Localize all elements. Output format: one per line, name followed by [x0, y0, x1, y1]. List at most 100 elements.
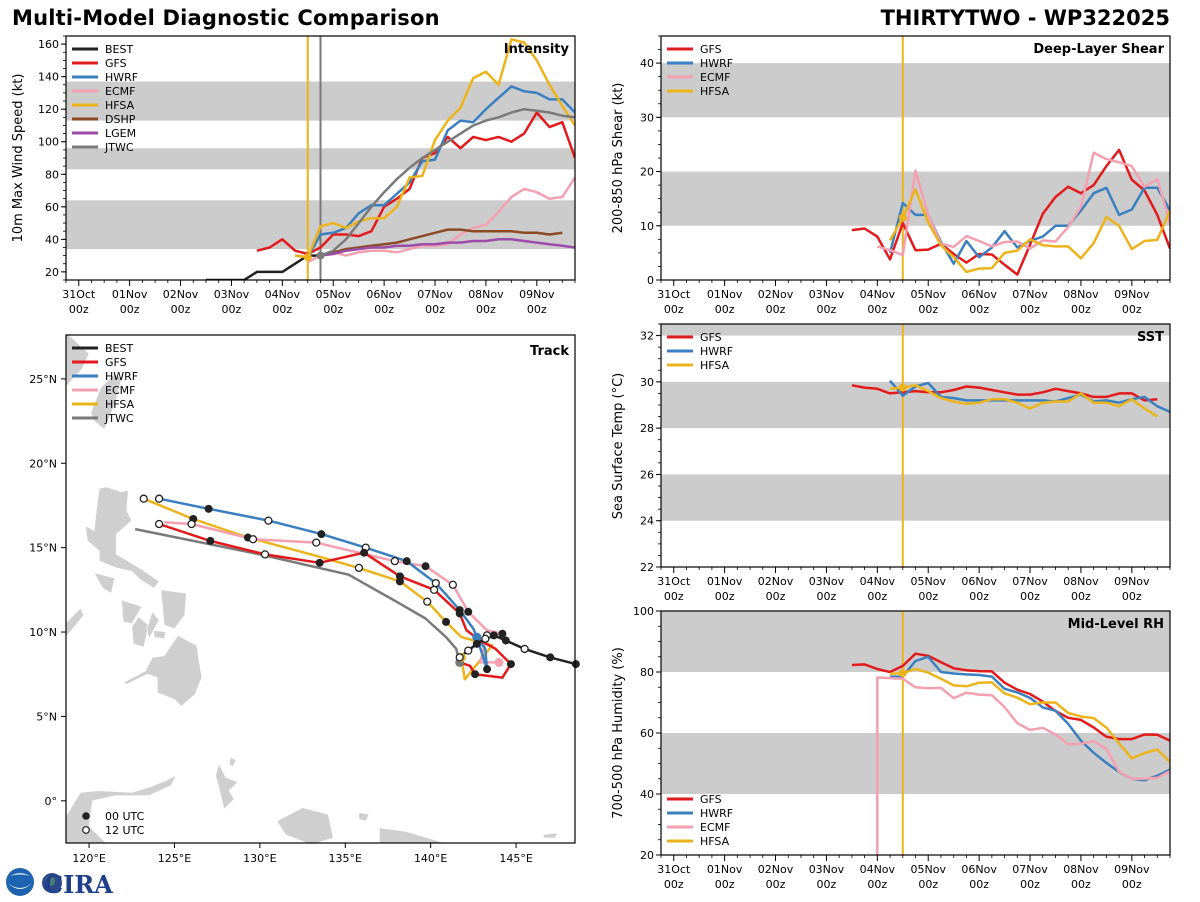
lon-tick-label: 120°E	[72, 852, 105, 865]
y-tick-label: 20	[640, 166, 654, 179]
x-tick-sublabel: 00z	[374, 303, 394, 316]
x-tick-sublabel: 00z	[918, 878, 938, 891]
x-tick-sublabel: 00z	[969, 303, 989, 316]
x-tick-sublabel: 00z	[766, 878, 786, 891]
legend-label: GFS	[700, 331, 722, 344]
x-tick-label: 31Oct	[657, 288, 691, 301]
x-tick-label: 07Nov	[1012, 863, 1048, 876]
shaded-band	[661, 324, 1170, 336]
series-line-ecmf	[876, 676, 1170, 855]
x-tick-label: 31Oct	[62, 288, 96, 301]
land-birdshead	[276, 807, 334, 843]
x-tick-label: 09Nov	[1114, 575, 1150, 588]
legend-label: HWRF	[700, 345, 733, 358]
y-tick-label: 60	[45, 201, 59, 214]
x-tick-sublabel: 00z	[69, 303, 89, 316]
track-12utc-marker	[481, 634, 490, 643]
x-tick-label: 01Nov	[707, 863, 743, 876]
shaded-band	[661, 474, 1170, 521]
legend-label: LGEM	[105, 127, 136, 140]
x-tick-label: 03Nov	[809, 575, 845, 588]
track-12utc-marker	[431, 578, 440, 588]
track-00utc-marker	[472, 639, 481, 648]
y-tick-label: 40	[640, 57, 654, 70]
track-00utc-marker	[501, 636, 510, 645]
track-line-gfs	[158, 522, 513, 679]
y-axis-label: 10m Max Wind Speed (kt)	[11, 74, 26, 243]
series-line-hwrf	[294, 85, 575, 259]
land-cebu	[146, 611, 160, 640]
track-00utc-marker	[498, 629, 507, 638]
x-tick-sublabel: 00z	[120, 303, 140, 316]
x-tick-sublabel: 00z	[817, 303, 837, 316]
x-tick-label: 02Nov	[163, 288, 199, 301]
panel-title: SST	[1137, 330, 1164, 345]
legend-label: JTWC	[104, 412, 134, 425]
track-12utc-marker	[448, 580, 458, 589]
x-tick-label: 05Nov	[910, 288, 946, 301]
chart-shear: 0 10 20 30 40 31Oct 00z 01Nov 00z 02Nov 00z 03Nov 00…	[611, 35, 1171, 316]
x-tick-label: 03Nov	[809, 288, 845, 301]
x-tick-sublabel: 00z	[1020, 590, 1040, 603]
x-tick-label: 08Nov	[1063, 863, 1099, 876]
lat-tick-label: 0°	[45, 795, 58, 808]
land-mindanao	[122, 635, 203, 707]
legend-label: GFS	[105, 356, 127, 369]
y-tick-label: 100	[38, 136, 59, 149]
y-tick-label: 26	[640, 468, 654, 481]
x-tick-label: 01Nov	[112, 288, 148, 301]
series-line-hfsa	[889, 384, 1158, 418]
series-line-jtwc	[320, 107, 575, 257]
y-tick-label: 28	[640, 422, 654, 435]
init-marker	[898, 669, 907, 678]
track-init-marker	[472, 632, 482, 642]
x-tick-label: 03Nov	[214, 288, 250, 301]
plot-frame	[65, 35, 576, 281]
x-tick-sublabel: 00z	[918, 590, 938, 603]
y-tick-label: 160	[38, 38, 59, 51]
x-tick-label: 02Nov	[758, 288, 794, 301]
x-tick-label: 01Nov	[707, 288, 743, 301]
track-00utc-marker	[471, 670, 480, 679]
track-00utc-marker	[546, 653, 555, 662]
legend-label: JTWC	[104, 141, 134, 154]
plot-frame	[660, 610, 1171, 856]
x-tick-label: 05Nov	[315, 288, 351, 301]
x-tick-sublabel: 00z	[664, 303, 684, 316]
track-00utc-marker	[360, 548, 369, 557]
track-12utc-marker	[354, 563, 364, 573]
land-palawan	[66, 607, 85, 637]
x-tick-sublabel: 00z	[272, 303, 292, 316]
track-12utc-marker	[423, 597, 432, 606]
shaded-band	[661, 171, 1170, 226]
x-tick-sublabel: 00z	[1020, 303, 1040, 316]
legend-label: GFS	[700, 793, 722, 806]
lon-tick-label: 130°E	[243, 852, 276, 865]
legend-label: DSHP	[105, 113, 136, 126]
panel-title: Track	[530, 344, 569, 359]
series-line-gfs	[851, 652, 1170, 742]
y-tick-label: 20	[640, 849, 654, 862]
series-line-gfs	[851, 148, 1170, 276]
legend-label: ECMF	[105, 85, 135, 98]
x-tick-sublabel: 00z	[476, 303, 496, 316]
y-tick-label: 80	[640, 666, 654, 679]
y-tick-label: 30	[640, 111, 654, 124]
track-12utc-marker	[154, 519, 164, 529]
y-axis-label: 700-500 hPa Humidity (%)	[611, 647, 626, 819]
land-halmahera	[215, 762, 239, 810]
y-tick-label: 30	[640, 376, 654, 389]
y-tick-label: 0	[647, 274, 654, 287]
track-00utc-marker	[421, 562, 430, 571]
track-00utc-marker	[571, 660, 580, 669]
track-00utc-marker	[395, 572, 404, 581]
track-12utc-marker	[264, 516, 273, 525]
series-line-hfsa	[294, 38, 575, 259]
lat-tick-label: 5°N	[36, 710, 57, 723]
land-negros	[131, 616, 150, 648]
track-12utc-marker	[390, 557, 399, 566]
x-tick-label: 02Nov	[758, 863, 794, 876]
